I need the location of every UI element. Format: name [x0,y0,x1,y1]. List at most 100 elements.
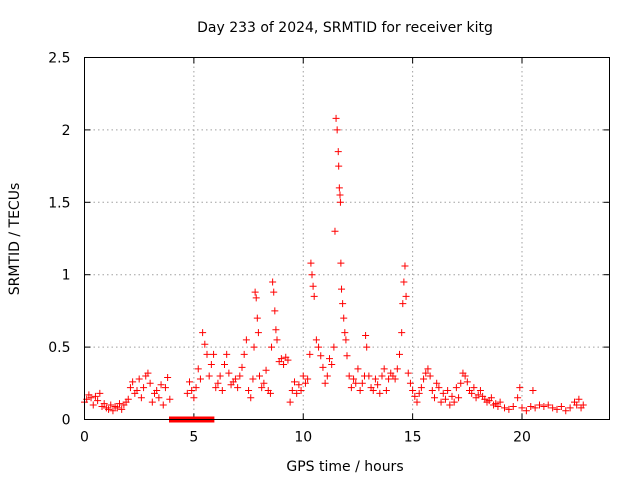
chart-title: Day 233 of 2024, SRMTID for receiver kit… [197,20,493,36]
data-point [522,407,530,415]
x-tick-label: 0 [80,430,89,446]
data-point [133,387,141,395]
data-point [218,387,226,395]
y-tick-label: 1 [62,268,71,284]
data-point [207,360,215,368]
data-point [476,387,484,395]
data-point [426,372,434,380]
data-point [341,329,349,337]
x-tick-label: 15 [404,430,422,446]
data-point [280,360,288,368]
data-point [247,394,255,402]
data-point [415,389,423,397]
data-point [553,405,561,413]
data-point [396,350,403,358]
data-point [382,387,390,395]
data-point [153,387,161,395]
data-point [474,391,482,399]
data-point [262,366,270,374]
data-point [514,394,522,402]
data-point [166,395,174,403]
data-point [358,379,366,387]
data-point [340,314,348,322]
data-point [350,375,358,383]
data-point [306,350,314,358]
data-point [428,387,436,395]
data-point [254,329,262,337]
y-tick-label: 0 [62,413,71,429]
data-point [216,372,224,380]
data-point [96,389,104,397]
data-point [444,387,452,395]
data-point [339,300,347,308]
data-point [221,360,228,368]
data-point [362,332,370,340]
data-point [118,405,126,413]
data-point [516,384,524,392]
data-point [335,184,343,192]
data-point [433,379,441,387]
y-tick-label: 2 [62,123,71,139]
data-points [81,114,587,423]
data-point [409,387,417,395]
data-point [356,387,364,395]
data-point [164,374,172,382]
data-point [505,405,513,413]
data-point [333,126,341,134]
data-point [431,394,438,402]
data-point [105,405,113,413]
x-axis-label: GPS time / hours [286,459,403,475]
data-point [354,365,362,373]
data-point [183,389,191,397]
data-point [494,402,502,410]
data-point [404,369,412,377]
data-point [393,365,401,373]
data-point [391,375,399,383]
data-point [245,387,253,395]
x-tick-label: 5 [189,430,198,446]
data-point [297,387,305,395]
data-point [234,384,242,392]
data-point [301,379,309,387]
data-point [100,400,108,408]
data-point [277,355,285,363]
data-point [536,401,543,409]
data-point [437,398,445,406]
data-point [352,379,360,387]
data-point [201,340,209,348]
data-point [406,379,414,387]
data-point [203,350,211,358]
data-point [376,389,384,397]
data-point [269,278,277,286]
data-point [291,378,298,386]
data-point [286,398,294,406]
data-point [129,378,137,386]
data-point [94,397,102,405]
data-point [87,394,95,402]
data-point [192,384,200,392]
data-point [288,387,296,395]
data-point [378,372,386,380]
data-point [307,259,315,267]
plot-frame [84,57,610,420]
data-point [575,395,583,403]
data-point [334,148,342,156]
data-point [529,387,537,395]
data-point [91,392,99,400]
data-point [470,384,478,392]
data-point [210,350,218,358]
data-point [148,398,156,406]
data-point [319,363,327,371]
data-point [330,343,338,351]
gridlines [84,57,610,420]
data-point [186,378,193,386]
data-point [272,326,280,334]
data-point [331,227,339,235]
data-point [312,336,320,344]
data-point [205,372,213,380]
data-point [240,350,248,358]
data-point [157,381,165,389]
data-point [562,407,570,415]
data-point [223,350,231,358]
